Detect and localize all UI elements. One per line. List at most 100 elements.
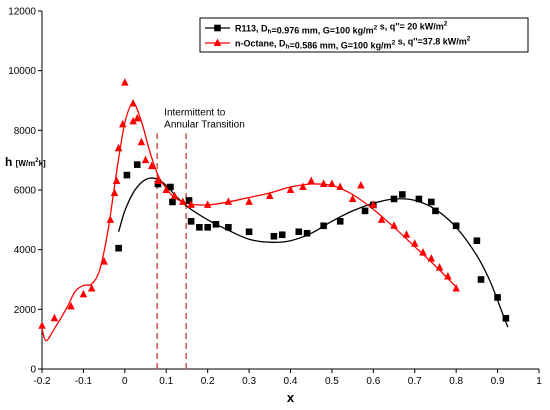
data-point-triangle (299, 182, 307, 191)
data-point-square (212, 221, 220, 228)
data-point-square (187, 218, 195, 225)
data-point-triangle (148, 161, 156, 170)
data-point-square (428, 198, 435, 206)
data-point-square (473, 237, 481, 245)
data-point-triangle (419, 248, 427, 256)
data-point-triangle (435, 263, 444, 271)
y-tick-label: 2000 (14, 305, 37, 316)
data-point-square (278, 231, 286, 239)
data-point-triangle (154, 176, 162, 185)
x-tick-label: -0.1 (75, 376, 93, 387)
data-point-square (295, 228, 303, 236)
data-point-triangle (444, 272, 452, 280)
legend-marker-square (214, 24, 221, 32)
legend: R113, Dh=0.976 mm, G=100 kg/m2 s, q''= 2… (199, 17, 529, 53)
data-point-triangle (137, 137, 146, 146)
data-point-square (270, 232, 278, 240)
legend-entry-0: R113, Dh=0.976 mm, G=100 kg/m2 s, q''= 2… (235, 21, 448, 36)
data-point-square (361, 207, 369, 215)
x-tick-label: 0.5 (325, 376, 339, 387)
data-point-triangle (224, 197, 233, 205)
data-point-triangle (286, 185, 295, 193)
x-tick-label: -0.2 (33, 376, 51, 387)
data-point-square (245, 228, 253, 236)
x-tick-label: 0.4 (284, 376, 298, 387)
data-point-triangle (87, 283, 96, 292)
legend-box (199, 17, 529, 53)
data-point-triangle (106, 215, 115, 223)
data-point-triangle (114, 143, 123, 152)
y-tick-labels: 0 2000 4000 6000 8000 10000 12000 (8, 7, 42, 376)
data-point-triangle (100, 257, 108, 265)
data-point-triangle (112, 176, 121, 185)
data-point-triangle (129, 98, 137, 107)
data-point-square (494, 294, 501, 301)
x-tick-label: 0.3 (242, 376, 256, 387)
x-tick-label: 0 (122, 376, 128, 387)
data-point-triangle (266, 191, 274, 199)
data-point-triangle (203, 200, 212, 208)
data-point-square (390, 195, 398, 203)
data-point-triangle (110, 188, 119, 196)
x-tick-label: 0.1 (159, 376, 173, 387)
data-point-triangle (411, 239, 419, 247)
data-point-square (185, 197, 193, 204)
data-point-square (123, 171, 131, 179)
data-point-triangle (38, 321, 46, 329)
data-point-triangle (119, 119, 127, 128)
data-point-triangle (336, 182, 344, 191)
y-tick-label: 0 (30, 365, 36, 376)
x-tick-label: 0.7 (408, 376, 422, 387)
data-point-triangle (427, 254, 436, 262)
data-point-triangle (162, 185, 170, 193)
data-point-triangle (141, 155, 150, 164)
y-tick-label: 8000 (14, 126, 37, 137)
legend-entry-1: n-Octane, Dh=0.586 mm, G=100 kg/m2 s, q'… (235, 36, 471, 51)
y-tick-label: 10000 (8, 66, 36, 77)
data-point-triangle (328, 179, 336, 188)
x-tick-label: 0.8 (449, 376, 463, 387)
data-markers (38, 78, 510, 329)
data-point-triangle (452, 283, 460, 292)
data-point-square (336, 218, 344, 225)
data-point-triangle (187, 200, 195, 208)
data-point-square (204, 223, 211, 231)
data-point-triangle (179, 197, 187, 205)
legend-marker-triangle (213, 38, 222, 46)
data-point-square (115, 244, 122, 252)
data-point-square (399, 191, 406, 198)
data-point-square (452, 222, 460, 230)
x-tick-labels: -0.2 -0.1 0 0.1 0.2 0.3 0.4 0.5 0.6 0.7 0.8 0.9 1 (33, 369, 542, 387)
data-point-triangle (50, 313, 59, 322)
data-point-square (432, 207, 439, 215)
data-point-triangle (133, 113, 142, 122)
data-point-triangle (121, 78, 129, 86)
data-point-triangle (357, 181, 365, 189)
x-tick-label: 0.2 (201, 376, 215, 387)
data-point-triangle (369, 200, 378, 208)
data-point-triangle (319, 179, 328, 188)
data-point-triangle (390, 221, 398, 229)
data-point-triangle (377, 215, 386, 223)
fit-curve-series-0 (117, 177, 509, 328)
y-axis-title: h [W/m2k] (5, 155, 46, 169)
data-point-square (196, 223, 203, 231)
y-tick-label: 4000 (14, 245, 37, 256)
data-point-square (225, 223, 232, 231)
data-point-triangle (129, 116, 137, 125)
transition-annotation: Intermittent to Annular Transition (164, 107, 245, 130)
data-point-triangle (79, 289, 88, 298)
x-tick-label: 1 (536, 376, 542, 387)
data-point-triangle (67, 301, 75, 310)
y-tick-label: 12000 (8, 7, 36, 18)
data-point-square (169, 198, 176, 206)
data-point-triangle (170, 191, 179, 199)
data-point-square (133, 161, 141, 168)
data-point-triangle (402, 230, 411, 238)
data-point-triangle (245, 197, 253, 205)
x-tick-label: 0.9 (491, 376, 505, 387)
y-tick-label: 6000 (14, 186, 37, 197)
data-point-square (415, 195, 423, 203)
data-point-triangle (348, 194, 357, 202)
x-axis-title: x (287, 390, 295, 405)
